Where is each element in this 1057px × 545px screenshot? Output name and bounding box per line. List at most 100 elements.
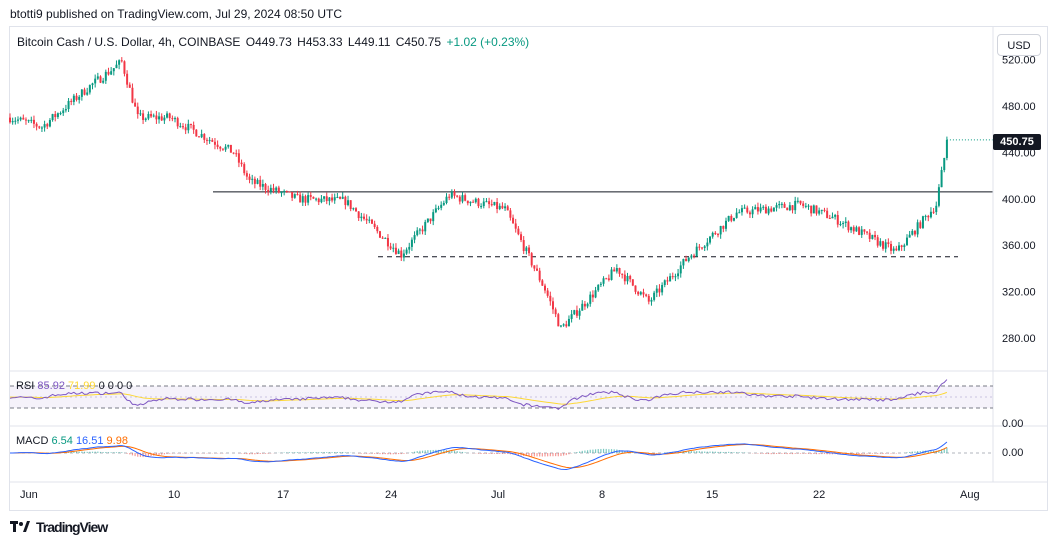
candle-body (256, 179, 259, 184)
macd-histogram-bar (432, 449, 434, 453)
macd-histogram-bar (762, 453, 764, 454)
candle-body (751, 209, 754, 215)
macd-histogram-bar (853, 453, 855, 455)
candle-body (839, 223, 842, 225)
candle-body (634, 285, 637, 292)
macd-hist-value: 6.54 (51, 435, 73, 447)
candle-body (602, 278, 605, 284)
macd-histogram-bar (759, 453, 762, 454)
candle-body (740, 208, 743, 213)
price-tick-label: 520.00 (1002, 55, 1036, 67)
macd-histogram-bar (83, 451, 86, 453)
candle-body (195, 129, 198, 137)
candle-body (786, 207, 789, 211)
candle-body (213, 141, 216, 145)
macd-histogram-bar (118, 452, 120, 453)
macd-histogram-bar (858, 453, 860, 455)
time-tick-label: 15 (706, 489, 718, 501)
candle-body (591, 294, 594, 298)
candle-body (107, 71, 110, 75)
macd-histogram-bar (802, 453, 804, 454)
macd-histogram-bar (477, 453, 480, 454)
candle-body (772, 207, 775, 212)
macd-histogram-bar (507, 453, 509, 455)
candle-body (78, 96, 81, 100)
candle-body (421, 229, 424, 232)
candle-body (352, 208, 355, 210)
candle-body (536, 268, 539, 271)
macd-histogram-bar (831, 453, 834, 455)
candle-body (892, 248, 895, 251)
candle-body (418, 229, 421, 231)
candle-body (259, 179, 262, 187)
candle-body (134, 102, 137, 107)
high-value: H453.33 (297, 35, 343, 49)
candle-body (86, 92, 89, 95)
candle-body (378, 231, 381, 238)
candle-body (565, 324, 568, 327)
candle-body (275, 187, 278, 191)
candle-body (671, 276, 674, 278)
candle-body (831, 216, 834, 219)
macd-histogram-bar (709, 451, 711, 453)
macd-histogram-bar (509, 453, 511, 455)
candle-body (517, 228, 520, 235)
macd-histogram-bar (547, 453, 549, 457)
candle-body (682, 258, 685, 266)
macd-histogram-bar (552, 453, 554, 457)
candle-body (72, 95, 75, 102)
macd-histogram-bar (693, 451, 695, 453)
macd-histogram-bar (541, 453, 543, 457)
candle-body (770, 208, 773, 212)
candle-body (890, 243, 893, 251)
macd-histogram-bar (714, 451, 716, 453)
candle-body (724, 220, 727, 229)
candle-body (299, 194, 302, 203)
candle-body (216, 144, 219, 147)
macd-histogram-bar (666, 452, 669, 453)
candle-body (520, 234, 523, 241)
candle-body (192, 124, 195, 130)
macd-histogram-bar (427, 450, 429, 453)
chart-frame[interactable] (9, 26, 1048, 511)
candle-body (586, 303, 589, 307)
candle-body (762, 206, 765, 208)
macd-histogram-bar (911, 451, 913, 453)
candle-body (945, 139, 948, 158)
macd-histogram-bar (363, 453, 365, 454)
macd-histogram-bar (75, 451, 78, 453)
macd-name[interactable]: MACD (16, 435, 49, 447)
macd-histogram-bar (336, 452, 338, 453)
candle-body (312, 196, 315, 199)
candle-body (860, 229, 863, 235)
tradingview-brand[interactable]: TradingView (36, 519, 108, 535)
macd-line-value: 16.51 (75, 435, 104, 447)
candle-body (863, 229, 866, 232)
candle-body (940, 170, 943, 188)
candle-body (583, 303, 586, 307)
rsi-name[interactable]: RSI (16, 380, 35, 392)
symbol-name[interactable]: Bitcoin Cash / U.S. Dollar, 4h, COINBASE (17, 35, 241, 49)
candle-body (341, 196, 344, 199)
candle-body (701, 247, 704, 249)
candle-body (913, 230, 916, 235)
candle-body (685, 258, 688, 262)
candle-body (158, 116, 161, 120)
macd-histogram-bar (137, 453, 139, 457)
candle-body (410, 239, 413, 247)
candle-body (924, 215, 927, 217)
candle-body (528, 247, 531, 254)
candle-body (480, 206, 483, 208)
candle-body (22, 117, 25, 120)
time-tick-label: 24 (385, 489, 397, 501)
candle-body (679, 265, 682, 274)
candle-body (144, 118, 147, 120)
macd-histogram-bar (145, 453, 147, 457)
candle-body (911, 230, 914, 235)
macd-histogram-bar (158, 453, 160, 455)
macd-histogram-bar (565, 453, 567, 456)
currency-button[interactable]: USD (997, 34, 1041, 56)
macd-histogram-bar (525, 453, 527, 457)
candle-body (440, 204, 443, 208)
